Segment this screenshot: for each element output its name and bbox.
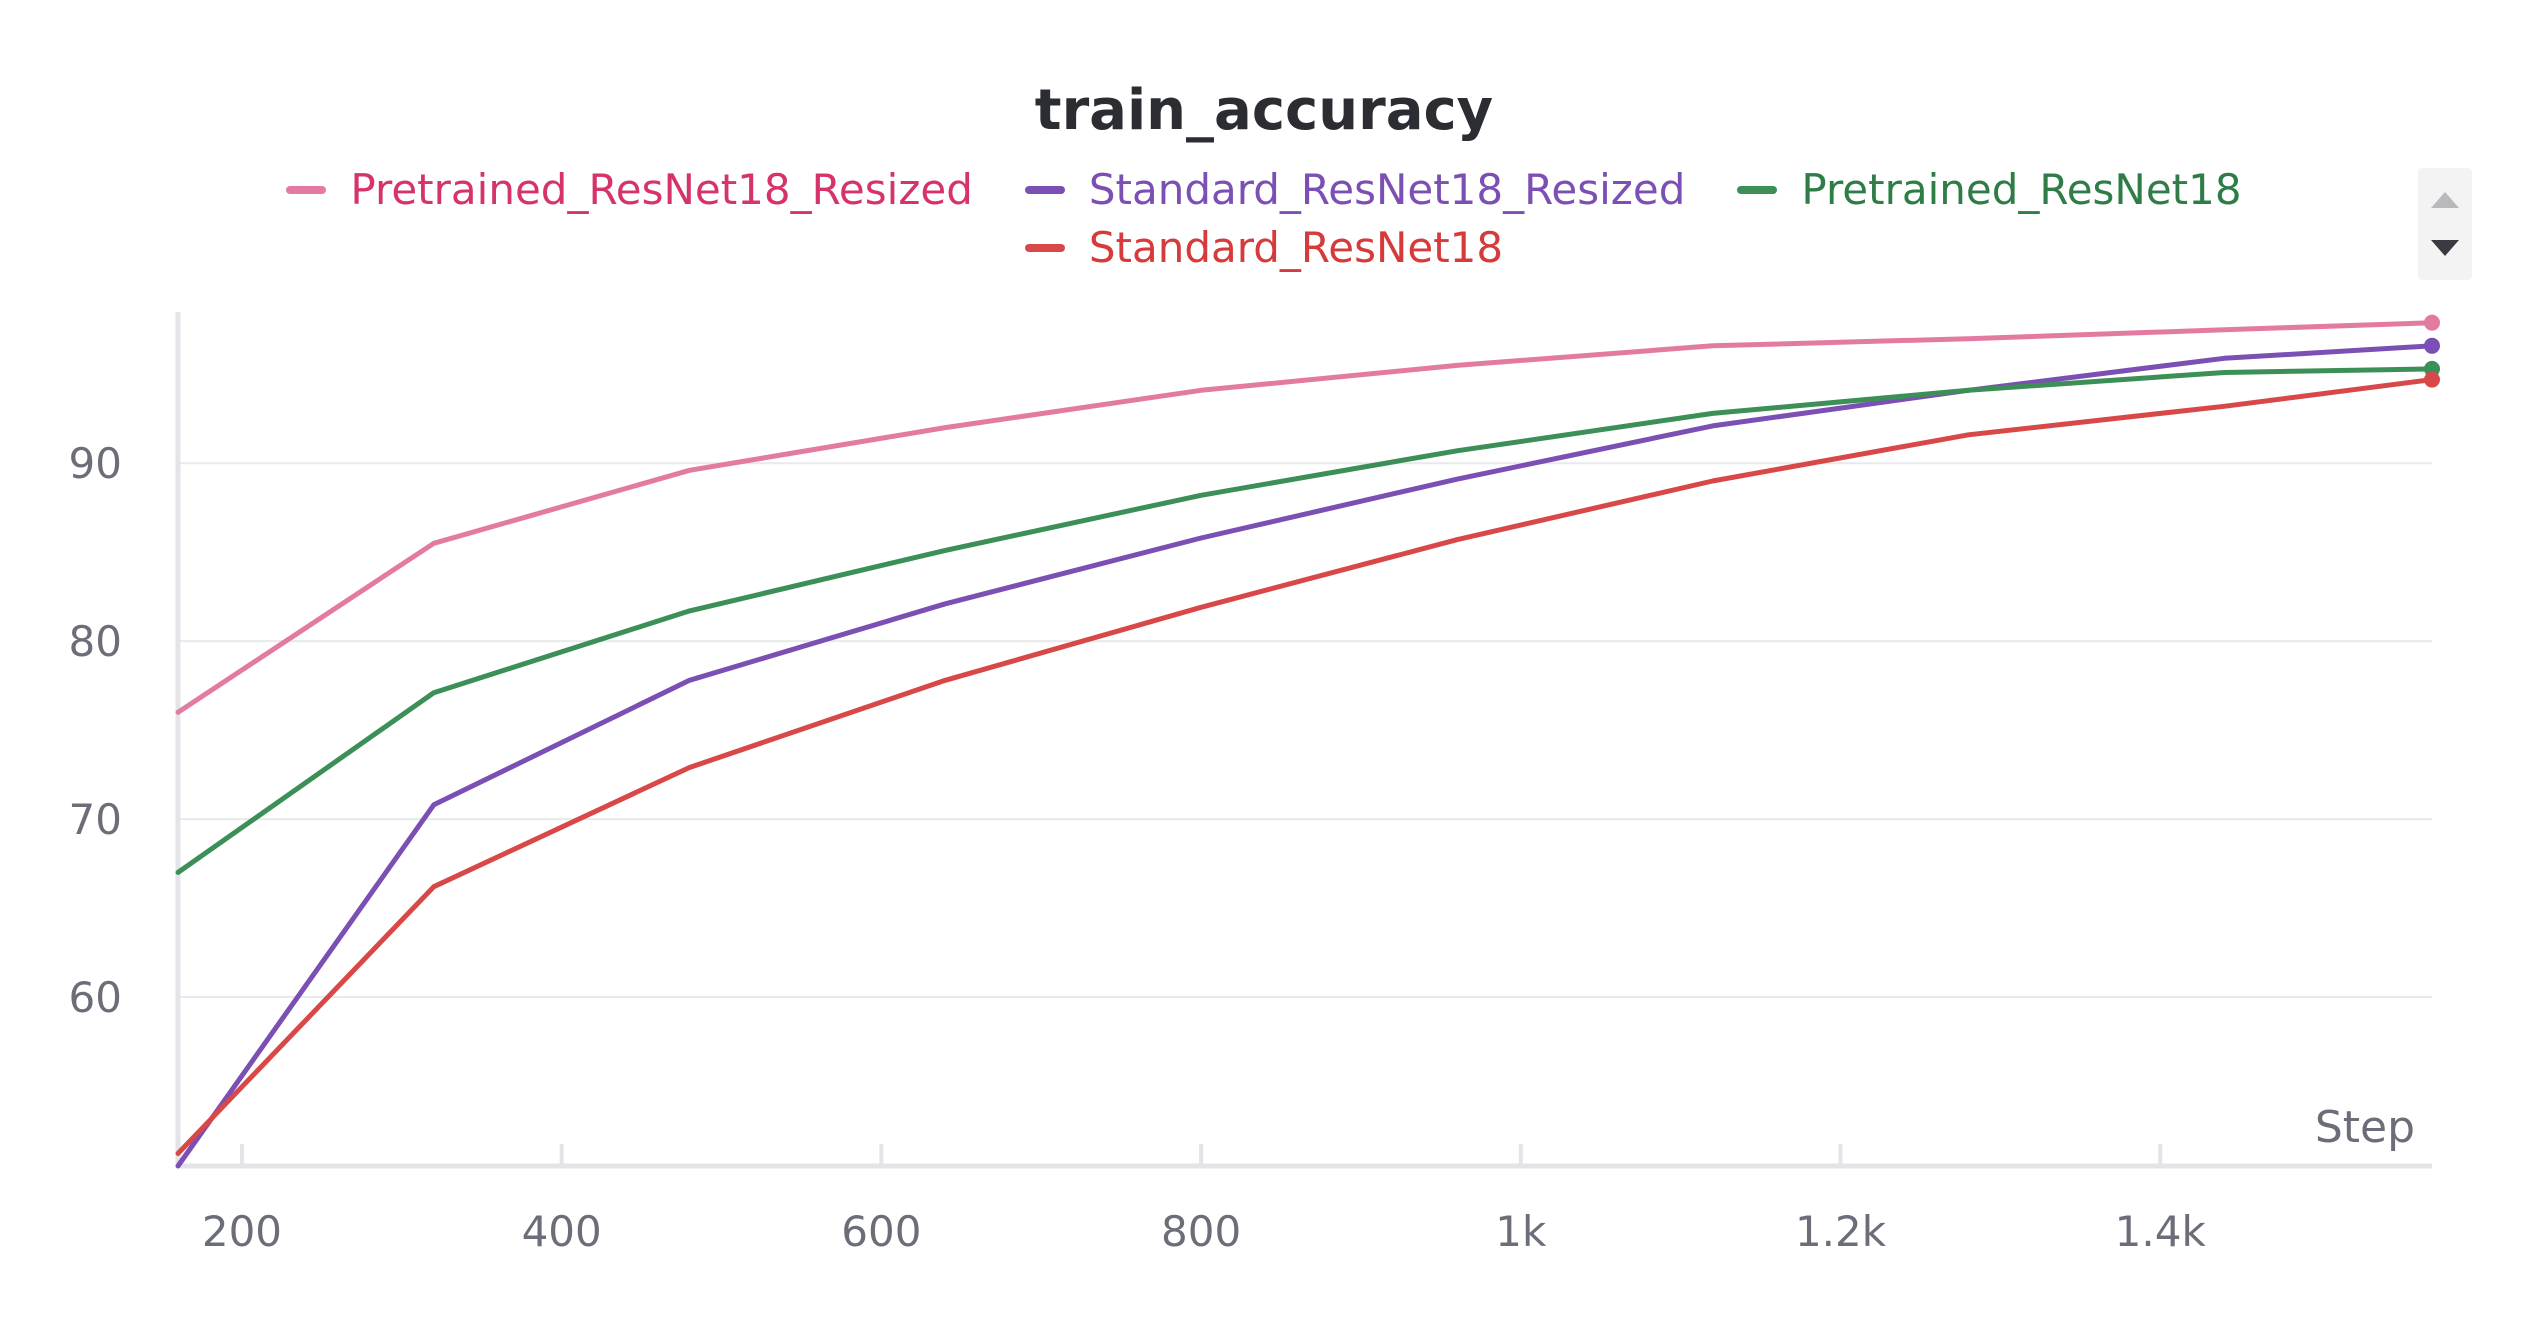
legend-swatch	[286, 185, 327, 194]
legend-label: Pretrained_ResNet18_Resized	[350, 165, 973, 214]
scroll-down-icon[interactable]	[2431, 240, 2459, 256]
legend-row: Pretrained_ResNet18_Resized Standard_ResN…	[0, 165, 2528, 214]
y-tick-label: 80	[69, 617, 122, 666]
series-line-Pretrained_ResNet18_Resized	[175, 320, 2435, 715]
scroll-up-icon[interactable]	[2431, 192, 2459, 208]
series-line-Standard_ResNet18	[175, 377, 2435, 1156]
legend-item[interactable]: Standard_ResNet18	[1024, 223, 1504, 272]
x-tick-label: 600	[841, 1207, 921, 1256]
x-tick-label: 400	[522, 1207, 602, 1256]
y-tick-label: 90	[69, 439, 122, 488]
series-end-point-Standard_ResNet18	[2424, 371, 2440, 388]
series-end-point-Pretrained_ResNet18_Resized	[2424, 314, 2440, 331]
x-tick-label: 1.2k	[1795, 1207, 1887, 1256]
chart-title: train_accuracy	[1034, 78, 1494, 143]
legend-swatch	[1737, 185, 1778, 194]
y-tick-label: 70	[69, 795, 122, 844]
series-line-Pretrained_ResNet18	[175, 366, 2435, 875]
x-tick-label: 1k	[1495, 1207, 1547, 1256]
legend-label: Pretrained_ResNet18	[1801, 165, 2242, 214]
legend-label: Standard_ResNet18_Resized	[1088, 165, 1686, 214]
legend-row: Standard_ResNet18	[0, 223, 2528, 272]
legend-item[interactable]: Standard_ResNet18_Resized	[1024, 165, 1686, 214]
y-tick-label: 60	[69, 973, 122, 1022]
legend-swatch	[1024, 243, 1065, 252]
x-tick-label: 800	[1161, 1207, 1241, 1256]
legend-scroll-control[interactable]	[2418, 168, 2472, 280]
series-end-point-Standard_ResNet18_Resized	[2424, 337, 2440, 354]
legend-item[interactable]: Pretrained_ResNet18	[1737, 165, 2242, 214]
x-tick-label: 1.4k	[2115, 1207, 2207, 1256]
x-axis-title: Step	[2315, 1102, 2415, 1153]
legend-swatch	[1024, 185, 1065, 194]
series-line-Standard_ResNet18_Resized	[175, 343, 2435, 1169]
legend-label: Standard_ResNet18	[1088, 223, 1504, 272]
legend-item[interactable]: Pretrained_ResNet18_Resized	[286, 165, 973, 214]
x-tick-label: 200	[202, 1207, 282, 1256]
